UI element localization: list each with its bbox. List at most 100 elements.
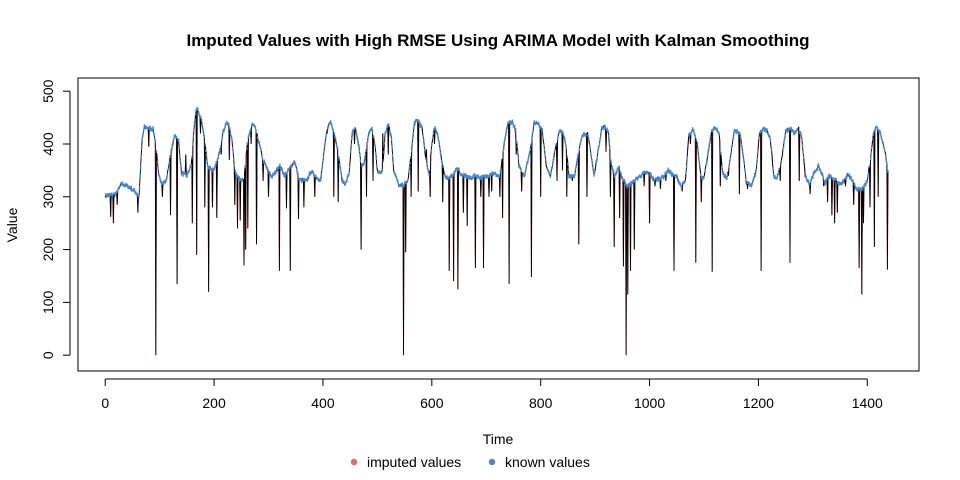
known-point — [499, 170, 502, 173]
known-point — [628, 182, 631, 186]
known-point — [671, 174, 673, 177]
known-point — [250, 124, 253, 127]
known-point — [296, 168, 298, 171]
known-point — [552, 162, 554, 166]
known-point — [228, 122, 230, 126]
known-point — [751, 183, 753, 186]
known-point — [764, 127, 767, 131]
known-point — [397, 181, 399, 184]
known-point — [750, 184, 752, 188]
known-point — [321, 164, 324, 168]
known-point — [433, 128, 435, 131]
known-point — [873, 130, 875, 134]
known-point — [224, 122, 227, 126]
known-point — [516, 140, 518, 144]
known-point — [632, 181, 634, 184]
known-point — [573, 175, 576, 179]
known-point — [216, 158, 219, 162]
known-point — [531, 136, 533, 140]
known-point — [720, 151, 722, 155]
known-point — [248, 132, 251, 136]
known-point — [507, 121, 510, 125]
known-point — [195, 108, 197, 112]
known-point — [874, 128, 877, 131]
known-point — [226, 120, 228, 124]
known-point — [401, 184, 403, 188]
known-point — [505, 133, 507, 137]
known-point — [308, 176, 310, 179]
known-point — [568, 174, 571, 177]
known-point — [769, 138, 772, 142]
known-point — [178, 146, 180, 150]
known-point — [822, 176, 824, 180]
known-point — [167, 167, 170, 171]
known-point — [371, 126, 373, 130]
known-point — [784, 134, 786, 138]
known-point — [170, 149, 173, 153]
known-point — [413, 120, 416, 124]
known-point — [198, 111, 200, 115]
known-point — [229, 131, 232, 135]
known-point — [598, 145, 600, 149]
known-point — [792, 130, 794, 133]
known-point — [240, 178, 242, 181]
known-point — [432, 131, 435, 135]
known-point — [544, 158, 547, 162]
known-point — [593, 173, 595, 177]
known-point — [676, 174, 678, 177]
known-point — [529, 148, 531, 151]
known-point — [731, 144, 733, 147]
known-point — [609, 146, 611, 150]
known-point — [592, 170, 595, 173]
known-point — [320, 172, 322, 176]
known-point — [488, 174, 491, 178]
known-point — [541, 128, 543, 131]
known-point — [857, 186, 860, 190]
known-point — [188, 169, 190, 173]
known-point — [732, 138, 734, 142]
known-point — [192, 143, 194, 146]
known-point — [305, 178, 308, 182]
known-point — [807, 179, 810, 183]
known-point — [480, 177, 483, 181]
known-point — [703, 175, 705, 179]
known-point — [663, 176, 665, 180]
known-point — [887, 170, 889, 173]
known-point — [575, 161, 578, 165]
known-point — [491, 171, 493, 175]
known-point — [744, 171, 747, 174]
known-point — [590, 154, 592, 158]
known-point — [160, 180, 162, 184]
known-point — [813, 170, 816, 174]
known-point — [389, 129, 391, 133]
known-point — [439, 147, 441, 151]
known-point — [241, 177, 244, 181]
known-point — [162, 182, 165, 186]
known-point — [428, 173, 430, 176]
known-point — [724, 174, 726, 177]
known-point — [154, 137, 156, 141]
known-point — [685, 171, 687, 174]
x-tick-label: 1400 — [852, 395, 883, 411]
x-axis-label: Time — [483, 431, 514, 447]
known-point — [279, 163, 281, 167]
known-point — [665, 172, 668, 175]
known-point — [629, 184, 631, 188]
known-point — [624, 181, 626, 185]
known-point — [591, 158, 593, 162]
known-point — [817, 165, 819, 168]
known-point — [718, 132, 720, 136]
known-point — [696, 142, 699, 146]
known-point — [608, 134, 610, 138]
known-point — [210, 168, 213, 171]
known-point — [386, 125, 388, 128]
x-tick-label: 1000 — [634, 395, 665, 411]
known-point — [411, 141, 413, 145]
known-point — [737, 130, 739, 134]
known-point — [828, 173, 830, 177]
known-point — [810, 180, 812, 183]
known-point — [830, 175, 833, 179]
known-point — [647, 171, 649, 175]
known-point — [239, 178, 241, 182]
